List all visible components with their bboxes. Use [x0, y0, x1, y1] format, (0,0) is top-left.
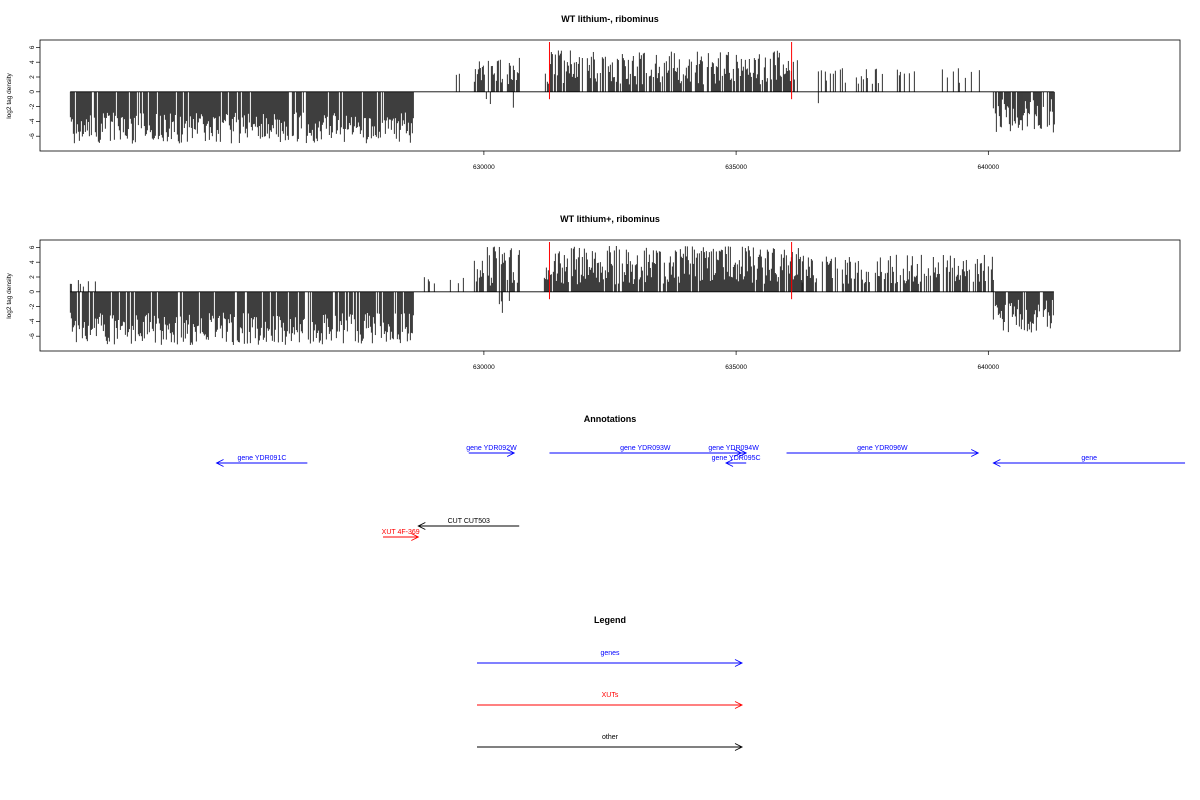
annotation-feature: gene YDR095C — [712, 455, 761, 467]
feature-label: gene YDR094W — [708, 445, 759, 452]
legend-title: Legend — [594, 615, 626, 625]
annotation-feature: gene YDR096W — [786, 445, 980, 457]
y-tick-label: -4 — [29, 118, 36, 124]
panel-1-title: WT lithium-, ribominus — [561, 14, 659, 24]
annotation-features: gene YDR091C gene YDR092W gene YDR093W gene… — [215, 445, 1186, 541]
feature-arrowhead — [411, 533, 420, 541]
y-tick-label: 6 — [29, 45, 36, 49]
panel-2-signal — [69, 242, 1054, 345]
y-tick-label: -2 — [29, 303, 36, 309]
y-tick-label: 4 — [29, 260, 36, 264]
legend: Legend genes XUTs other — [477, 615, 744, 751]
y-tick-label: -6 — [29, 133, 36, 139]
x-tick-label: 635000 — [725, 164, 747, 171]
legend-item: XUTs — [477, 692, 744, 709]
track-panel-2: WT lithium+, ribominus -6 -4 -2 0 2 4 6 630000… — [6, 214, 1181, 371]
panel-2-y-axis: -6 -4 -2 0 2 4 6 — [29, 245, 40, 339]
legend-item: other — [477, 734, 744, 751]
annotation-feature: XUT 4F-369 — [382, 529, 420, 541]
panel-1-x-axis: 630000 635000 640000 — [473, 151, 1000, 171]
feature-label: gene YDR096W — [857, 445, 908, 452]
legend-label: other — [602, 734, 619, 741]
y-tick-label: -6 — [29, 333, 36, 339]
annotation-feature: gene YDR092W — [466, 445, 517, 457]
x-tick-label: 630000 — [473, 164, 495, 171]
feature-arrowhead — [417, 522, 426, 530]
y-tick-label: 0 — [29, 290, 36, 294]
y-tick-label: 4 — [29, 60, 36, 64]
panel-2-title: WT lithium+, ribominus — [560, 214, 660, 224]
feature-label: gene — [1081, 455, 1097, 462]
legend-label: XUTs — [602, 692, 619, 699]
feature-label: gene YDR092W — [466, 445, 517, 452]
legend-item: genes — [477, 650, 744, 667]
legend-arrowhead — [734, 743, 744, 751]
panel-2-x-axis: 630000 635000 640000 — [473, 351, 1000, 371]
track-panel-1: WT lithium-, ribominus -6 -4 -2 0 2 4 6 630000… — [6, 14, 1181, 171]
annotation-feature: gene YDR094W — [708, 445, 759, 457]
panel-1-frame — [39, 39, 1181, 152]
x-tick-label: 630000 — [473, 364, 495, 371]
y-tick-label: 2 — [29, 275, 36, 279]
panel-2-y-label: log2 tag density — [6, 272, 13, 318]
panel-2-frame — [39, 239, 1181, 352]
x-tick-label: 640000 — [977, 164, 999, 171]
y-tick-label: 2 — [29, 75, 36, 79]
annotation-feature: CUT CUT503 — [417, 518, 520, 530]
feature-label: gene YDR093W — [620, 445, 671, 452]
panel-1-y-axis: -6 -4 -2 0 2 4 6 — [29, 45, 40, 139]
legend-items: genes XUTs other — [477, 650, 744, 751]
feature-label: gene YDR095C — [712, 455, 761, 462]
panel-1-y-label: log2 tag density — [6, 72, 13, 118]
feature-arrowhead — [506, 449, 516, 457]
y-tick-label: -2 — [29, 103, 36, 109]
feature-arrowhead — [971, 449, 980, 457]
feature-label: CUT CUT503 — [448, 518, 490, 525]
y-tick-label: 6 — [29, 245, 36, 249]
y-tick-label: 0 — [29, 90, 36, 94]
annotation-feature: gene YDR091C — [215, 455, 308, 467]
annotation-feature: gene — [992, 455, 1186, 467]
legend-arrowhead — [734, 659, 744, 667]
feature-arrowhead — [738, 449, 748, 457]
feature-label: gene YDR091C — [237, 455, 286, 462]
y-tick-label: -4 — [29, 318, 36, 324]
x-tick-label: 640000 — [977, 364, 999, 371]
feature-label: XUT 4F-369 — [382, 529, 420, 536]
feature-arrowhead — [725, 459, 734, 467]
feature-arrowhead — [992, 459, 1001, 467]
panel-1-signal — [69, 42, 1055, 144]
feature-arrowhead — [215, 459, 224, 467]
x-tick-label: 635000 — [725, 364, 747, 371]
annotations-title: Annotations — [584, 414, 637, 424]
legend-label: genes — [600, 650, 620, 657]
legend-arrowhead — [734, 701, 744, 709]
